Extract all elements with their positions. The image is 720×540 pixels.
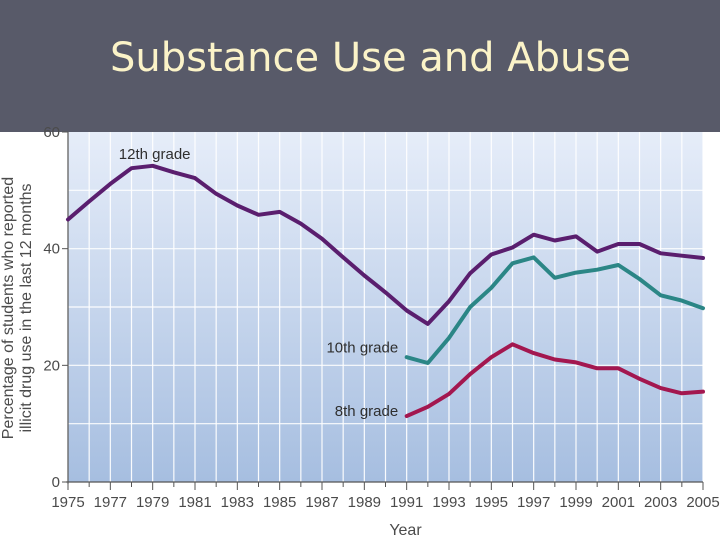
y-axis-title-line: illicit drug use in the last 12 months [18, 183, 35, 432]
x-tick-label: 1983 [221, 494, 254, 511]
x-tick-label: 1993 [432, 494, 465, 511]
series-line-10th-grade [404, 255, 705, 365]
slide-header: Substance Use and Abuse [0, 0, 720, 132]
y-tick-label: 40 [43, 241, 60, 258]
series-line-12th-grade [66, 163, 705, 326]
x-tick-label: 1979 [136, 494, 169, 511]
x-tick-label: 1999 [559, 494, 592, 511]
x-tick-label: 1981 [178, 494, 211, 511]
x-tick-label: 1989 [348, 494, 381, 511]
slide-title: Substance Use and Abuse [110, 35, 631, 81]
y-axis-title-line: Percentage of students who reported [0, 177, 17, 439]
x-tick-label: 2003 [644, 494, 677, 511]
x-tick-label: 1997 [517, 494, 550, 511]
x-tick-label: 2005 [686, 494, 719, 511]
series-label-8th-grade: 8th grade [335, 403, 398, 420]
x-tick-label: 1987 [305, 494, 338, 511]
x-tick-label: 1991 [390, 494, 423, 511]
x-axis-title: Year [389, 522, 422, 539]
x-tick-label: 1977 [94, 494, 127, 511]
series-label-10th-grade: 10th grade [326, 340, 398, 357]
y-tick-label: 60 [43, 124, 60, 141]
series-line-8th-grade [404, 342, 705, 419]
y-tick-label: 0 [52, 474, 60, 491]
x-tick-label: 1995 [475, 494, 508, 511]
x-tick-label: 2001 [602, 494, 635, 511]
x-tick-label: 1975 [51, 494, 84, 511]
y-tick-label: 20 [43, 357, 60, 374]
x-tick-label: 1985 [263, 494, 296, 511]
series-label-12th-grade: 12th grade [119, 146, 191, 163]
